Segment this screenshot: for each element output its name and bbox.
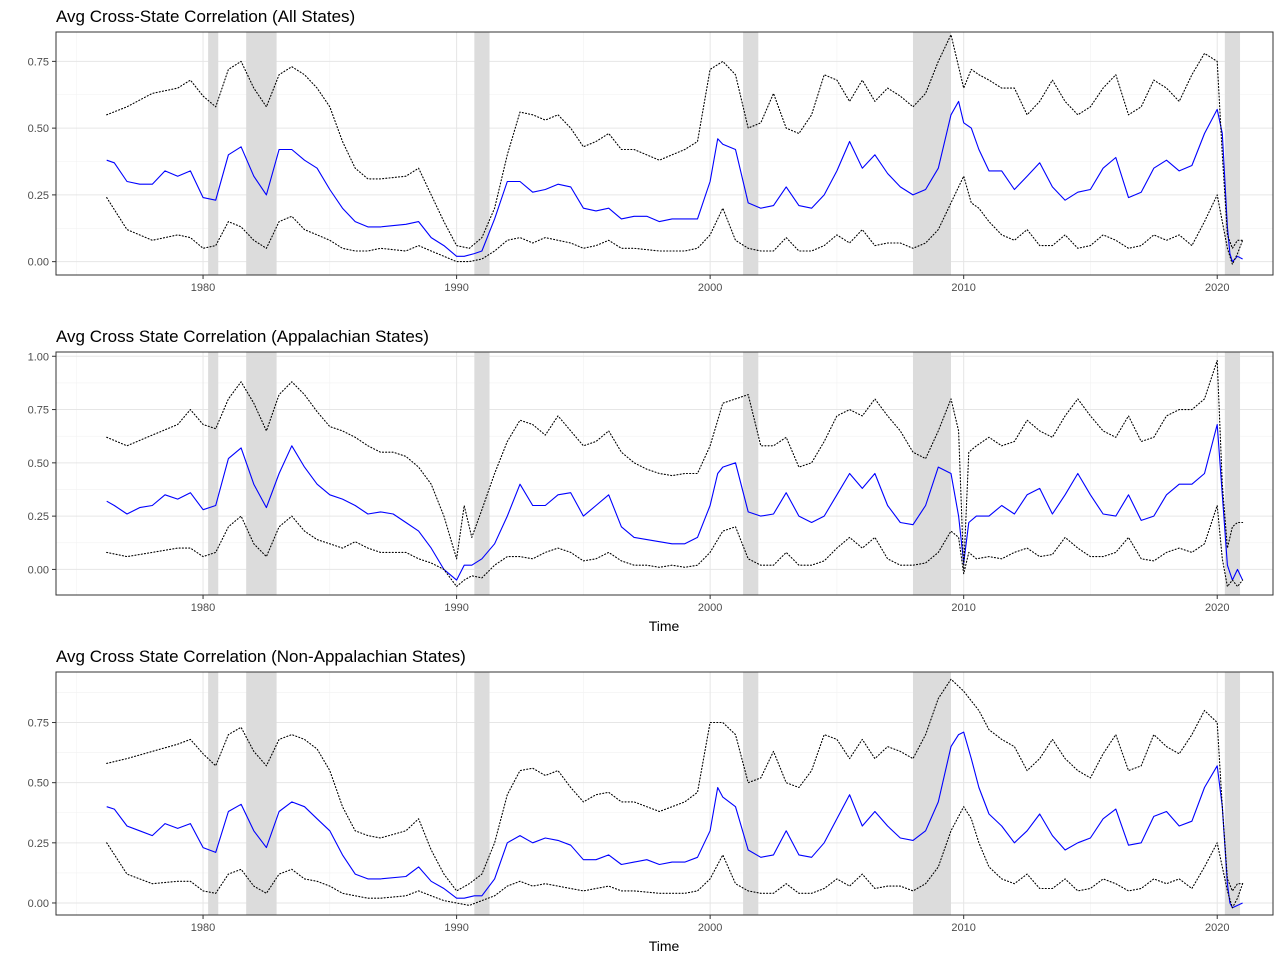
chart-title: Avg Cross State Correlation (Non-Appalac… bbox=[56, 647, 466, 666]
x-tick-label: 1990 bbox=[444, 922, 468, 934]
x-tick-label: 2010 bbox=[951, 282, 975, 294]
plot-area: 1980 1990 2000 2010 2020 0.00 0.25 0.50 0.75 bbox=[28, 671, 1274, 934]
chart-title: Avg Cross State Correlation (Appalachian… bbox=[56, 327, 429, 346]
chart-title: Avg Cross-State Correlation (All States) bbox=[56, 7, 355, 26]
upper-band-line bbox=[106, 359, 1244, 570]
y-tick-label: 0.50 bbox=[28, 778, 49, 790]
plot-area: 1980 1990 2000 2010 2020 0.00 0.25 0.50 0.75 bbox=[28, 31, 1274, 294]
recession-band bbox=[743, 672, 759, 915]
y-tick-label: 0.00 bbox=[28, 564, 49, 576]
upper-band-line bbox=[106, 34, 1244, 249]
recession-band bbox=[246, 32, 277, 275]
recession-band bbox=[208, 672, 219, 915]
panel-all-states: Avg Cross-State Correlation (All States)… bbox=[28, 7, 1274, 294]
y-tick-label: 0.75 bbox=[28, 405, 49, 417]
recession-band bbox=[1224, 352, 1241, 595]
plot-area: 1980 1990 2000 2010 2020 0.00 0.25 0.50 0.75 1.00 bbox=[28, 351, 1274, 614]
lower-band-line bbox=[106, 504, 1244, 588]
x-tick-label: 2020 bbox=[1205, 602, 1229, 614]
x-tick-label: 1980 bbox=[191, 602, 215, 614]
recession-band bbox=[912, 672, 952, 915]
x-tick-label: 2010 bbox=[951, 602, 975, 614]
recession-band bbox=[743, 32, 759, 275]
recession-band bbox=[474, 32, 490, 275]
y-tick-label: 0.25 bbox=[28, 838, 49, 850]
x-tick-label: 2000 bbox=[698, 922, 722, 934]
x-tick-label: 2000 bbox=[698, 602, 722, 614]
mean-correlation-line bbox=[106, 423, 1244, 581]
y-tick-label: 0.50 bbox=[28, 458, 49, 470]
recession-band bbox=[474, 672, 490, 915]
y-tick-label: 0.00 bbox=[28, 898, 49, 910]
recession-band bbox=[912, 352, 952, 595]
y-tick-label: 1.00 bbox=[28, 351, 49, 363]
y-tick-label: 0.25 bbox=[28, 190, 49, 202]
x-tick-label: 1990 bbox=[444, 602, 468, 614]
panel-border bbox=[55, 31, 1274, 276]
x-tick-label: 2020 bbox=[1205, 282, 1229, 294]
recession-band bbox=[1224, 672, 1241, 915]
x-tick-label: 2000 bbox=[698, 282, 722, 294]
upper-band-line bbox=[106, 678, 1244, 892]
recession-band bbox=[743, 352, 759, 595]
x-tick-label: 1980 bbox=[191, 282, 215, 294]
y-tick-label: 0.00 bbox=[28, 257, 49, 269]
panel-border bbox=[55, 351, 1274, 596]
recession-band bbox=[208, 32, 219, 275]
x-tick-label: 2020 bbox=[1205, 922, 1229, 934]
y-tick-label: 0.50 bbox=[28, 123, 49, 135]
recession-band bbox=[1224, 32, 1241, 275]
recession-band bbox=[246, 352, 277, 595]
y-tick-label: 0.75 bbox=[28, 56, 49, 68]
panel-non-appalachian-states: Avg Cross State Correlation (Non-Appalac… bbox=[28, 647, 1274, 954]
panel-border bbox=[55, 671, 1274, 916]
recession-band bbox=[912, 32, 952, 275]
mean-correlation-line bbox=[106, 100, 1243, 263]
lower-band-line bbox=[106, 175, 1244, 265]
x-axis-label: Time bbox=[649, 618, 680, 634]
lower-band-line bbox=[106, 806, 1244, 909]
x-tick-label: 1990 bbox=[444, 282, 468, 294]
recession-band bbox=[208, 352, 219, 595]
mean-correlation-line bbox=[106, 731, 1243, 909]
x-axis-label: Time bbox=[649, 938, 680, 954]
x-tick-label: 2010 bbox=[951, 922, 975, 934]
recession-band bbox=[474, 352, 490, 595]
recession-band bbox=[246, 672, 277, 915]
x-tick-label: 1980 bbox=[191, 922, 215, 934]
y-tick-label: 0.25 bbox=[28, 511, 49, 523]
y-tick-label: 0.75 bbox=[28, 718, 49, 730]
panel-appalachian-states: Avg Cross State Correlation (Appalachian… bbox=[28, 327, 1274, 634]
